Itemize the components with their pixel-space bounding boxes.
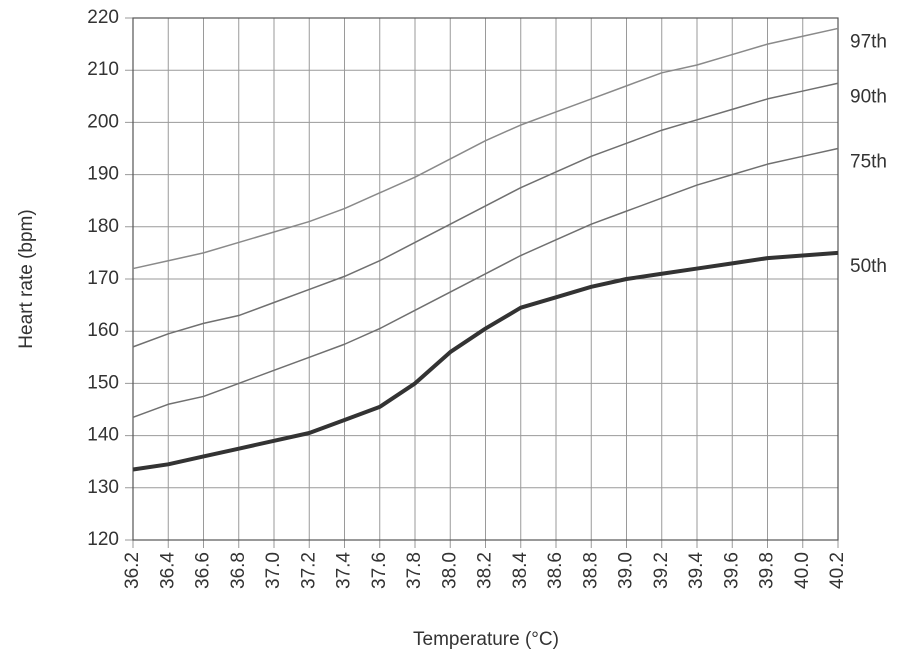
- y-tick-label: 190: [87, 164, 119, 185]
- y-tick-label: 220: [87, 7, 119, 28]
- x-tick-label: 39.2: [651, 552, 672, 589]
- x-tick-label: 38.2: [475, 552, 496, 589]
- x-tick-label: 36.6: [193, 552, 214, 589]
- x-tick-label: 38.0: [439, 552, 460, 589]
- y-tick-label: 180: [87, 216, 119, 237]
- y-tick-label: 140: [87, 425, 119, 446]
- y-tick-label: 150: [87, 372, 119, 393]
- y-tick-label: 170: [87, 268, 119, 289]
- x-tick-label: 40.2: [827, 552, 848, 589]
- x-tick-label: 36.8: [228, 552, 249, 589]
- y-tick-label: 120: [87, 529, 119, 550]
- x-tick-label: 40.0: [792, 552, 813, 589]
- x-tick-label: 37.4: [334, 552, 355, 589]
- legend-label: 97th: [850, 31, 887, 52]
- y-tick-label: 200: [87, 111, 119, 132]
- x-tick-label: 38.4: [510, 552, 531, 589]
- x-tick-label: 39.4: [686, 552, 707, 589]
- x-tick-label: 39.6: [721, 552, 742, 589]
- x-axis-title: Temperature (°C): [413, 629, 559, 650]
- x-tick-label: 37.8: [404, 552, 425, 589]
- x-tick-label: 36.2: [122, 552, 143, 589]
- x-tick-label: 38.6: [545, 552, 566, 589]
- x-tick-label: 37.2: [298, 552, 319, 589]
- chart: Temperature (°C) Heart rate (bpm) 120 130…: [0, 0, 906, 662]
- y-tick-label: 130: [87, 477, 119, 498]
- x-tick-label: 38.8: [580, 552, 601, 589]
- y-axis-title: Heart rate (bpm): [16, 209, 37, 348]
- legend-label: 50th: [850, 256, 887, 277]
- x-tick-label: 37.0: [263, 552, 284, 589]
- y-tick-label: 210: [87, 59, 119, 80]
- y-tick-label: 160: [87, 320, 119, 341]
- legend-label: 75th: [850, 152, 887, 173]
- x-tick-label: 39.8: [757, 552, 778, 589]
- x-tick-label: 39.0: [616, 552, 637, 589]
- legend-label: 90th: [850, 86, 887, 107]
- x-tick-label: 37.6: [369, 552, 390, 589]
- x-tick-label: 36.4: [157, 552, 178, 589]
